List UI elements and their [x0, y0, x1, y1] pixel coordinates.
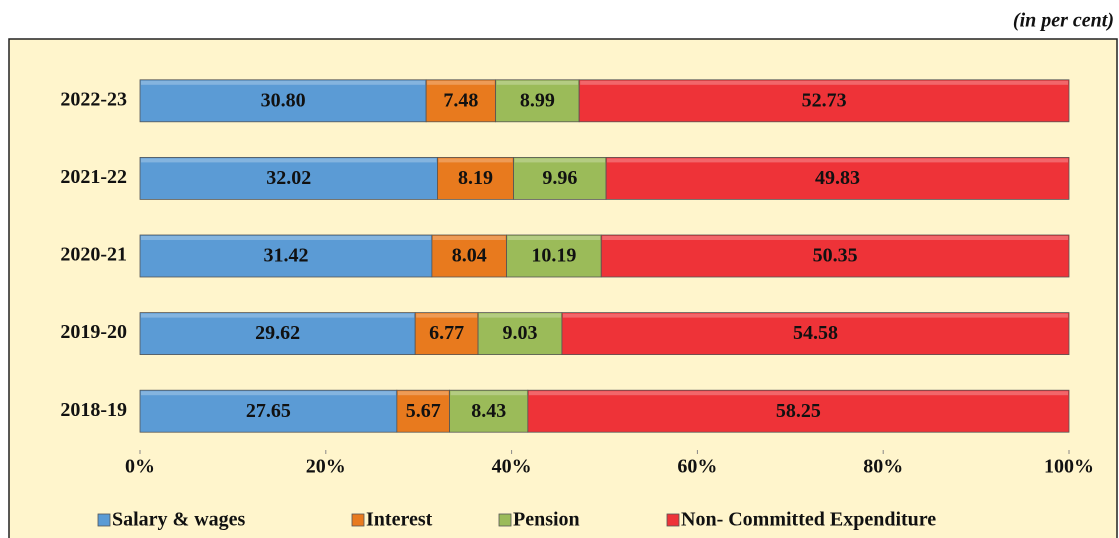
bar-highlight	[397, 391, 449, 396]
y-tick-label: 2020-21	[60, 244, 127, 266]
bar-highlight	[141, 313, 415, 318]
data-label: 50.35	[813, 245, 858, 267]
bar-segment	[605, 156, 1070, 200]
data-label: 6.77	[429, 322, 464, 344]
bar-highlight	[528, 391, 1068, 396]
bar-segment	[578, 79, 1070, 123]
bar-segment	[527, 389, 1070, 433]
bar-segment	[431, 234, 507, 278]
bar-segment	[561, 312, 1070, 356]
data-label: 9.96	[542, 167, 577, 189]
legend-swatch	[666, 513, 680, 527]
data-label: 32.02	[266, 167, 311, 189]
data-label: 29.62	[255, 322, 300, 344]
legend-label: Salary & wages	[112, 509, 246, 531]
bar-highlight	[141, 391, 396, 396]
bar-highlight	[141, 158, 437, 163]
y-tick-label: 2018-19	[60, 399, 127, 421]
bar-segment	[139, 312, 416, 356]
y-tick-label: 2019-20	[60, 321, 127, 343]
data-label: 31.42	[263, 245, 308, 267]
data-label: 30.80	[261, 89, 306, 111]
x-tick-label: 40%	[492, 456, 532, 478]
x-tick-label: 0%	[125, 456, 155, 478]
bar-segment	[396, 389, 450, 433]
bar-segment	[495, 79, 580, 123]
legend-label: Interest	[366, 509, 433, 531]
data-label: 8.43	[471, 400, 506, 422]
bar-segment	[139, 234, 433, 278]
bar-segment	[506, 234, 602, 278]
x-tick-label: 20%	[306, 456, 346, 478]
data-label: 8.04	[452, 245, 487, 267]
data-label: 7.48	[443, 89, 478, 111]
bar-segment	[513, 156, 607, 200]
bar-highlight	[580, 80, 1068, 85]
data-label: 8.99	[520, 89, 555, 111]
data-label: 52.73	[802, 89, 847, 111]
bar-highlight	[507, 236, 601, 240]
data-label: 5.67	[406, 400, 441, 422]
data-label: 9.03	[503, 322, 538, 344]
bar-highlight	[602, 236, 1068, 240]
legend-swatch	[97, 513, 111, 527]
bar-segment	[139, 79, 427, 123]
legend-swatch	[498, 513, 512, 527]
bar-highlight	[607, 158, 1068, 163]
annotation: (in per cent)	[1013, 10, 1114, 32]
legend-label: Non- Committed Expenditure	[681, 509, 936, 531]
bar-highlight	[141, 80, 426, 85]
data-label: 27.65	[246, 400, 291, 422]
bar-highlight	[141, 236, 431, 240]
bar-highlight	[514, 158, 606, 163]
bar-highlight	[438, 158, 513, 163]
bar-segment	[449, 389, 529, 433]
y-tick-label: 2021-22	[60, 166, 127, 188]
x-tick-label: 60%	[677, 456, 717, 478]
bar-highlight	[450, 391, 527, 396]
data-label: 58.25	[776, 400, 821, 422]
bar-segment	[414, 312, 479, 356]
bar-highlight	[562, 313, 1068, 318]
x-tick-label: 100%	[1044, 456, 1094, 478]
legend-swatch	[351, 513, 365, 527]
bar-highlight	[496, 80, 579, 85]
data-label: 54.58	[793, 322, 838, 344]
bar-highlight	[432, 236, 506, 240]
data-label: 49.83	[815, 167, 860, 189]
bar-segment	[477, 312, 563, 356]
data-label: 8.19	[458, 167, 493, 189]
y-tick-label: 2022-23	[60, 88, 127, 110]
bar-segment	[600, 234, 1070, 278]
bar-segment	[139, 156, 438, 200]
bar-highlight	[416, 313, 478, 318]
legend-label: Pension	[513, 509, 580, 531]
data-label: 10.19	[531, 245, 576, 267]
x-tick-label: 80%	[863, 456, 903, 478]
bar-segment	[437, 156, 514, 200]
bar-highlight	[479, 313, 561, 318]
bar-highlight	[427, 80, 495, 85]
bar-segment	[425, 79, 497, 123]
